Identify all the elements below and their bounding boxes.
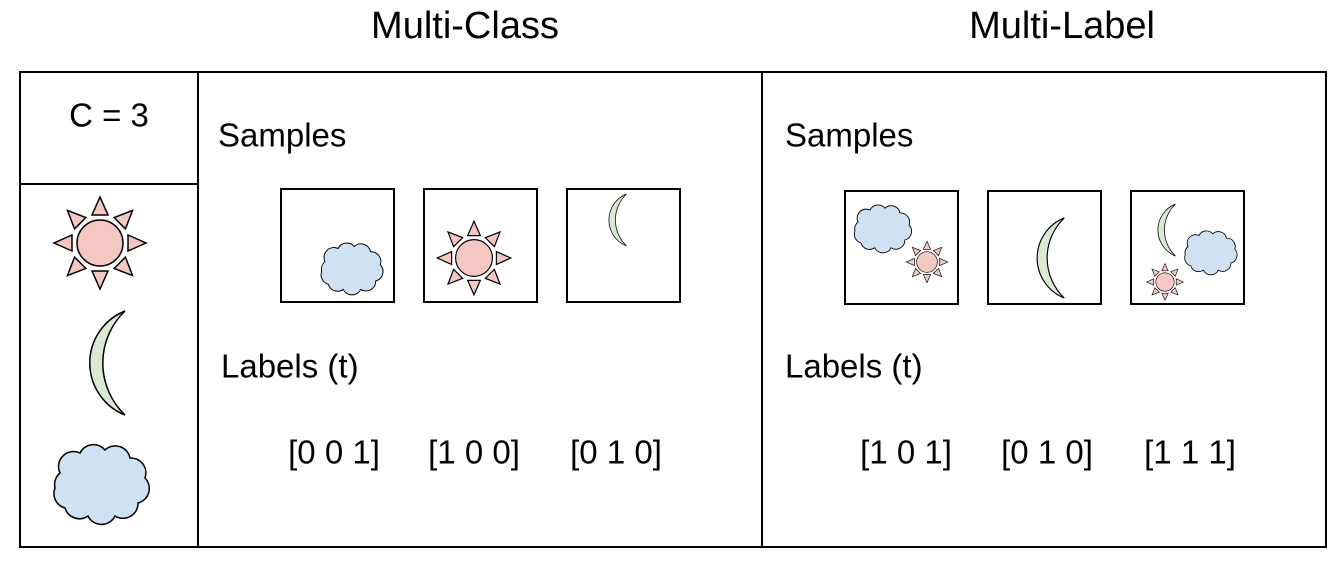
labels-label: Labels (t) bbox=[785, 348, 923, 385]
samples-label: Samples bbox=[785, 117, 913, 154]
sun-icon bbox=[53, 196, 147, 290]
label-vector: [1 0 0] bbox=[428, 434, 520, 471]
panel-title: Multi-Label bbox=[969, 5, 1155, 47]
label-vector: [0 0 1] bbox=[288, 434, 380, 471]
label-vector: [1 0 1] bbox=[860, 434, 952, 471]
sample-box bbox=[566, 188, 681, 303]
label-vector: [1 1 1] bbox=[1144, 434, 1236, 471]
sun-icon bbox=[436, 220, 512, 296]
cloud-icon bbox=[53, 443, 151, 526]
samples-label: Samples bbox=[218, 117, 346, 154]
legend-title: C = 3 bbox=[69, 97, 149, 134]
panel-title: Multi-Class bbox=[371, 5, 559, 47]
moon-icon bbox=[89, 310, 126, 416]
labels-label: Labels (t) bbox=[221, 348, 359, 385]
sun-icon bbox=[905, 240, 949, 284]
outer-frame bbox=[19, 71, 1327, 548]
label-vector: [0 1 0] bbox=[1001, 434, 1093, 471]
label-vector: [0 1 0] bbox=[570, 434, 662, 471]
sun-icon bbox=[1146, 263, 1184, 301]
